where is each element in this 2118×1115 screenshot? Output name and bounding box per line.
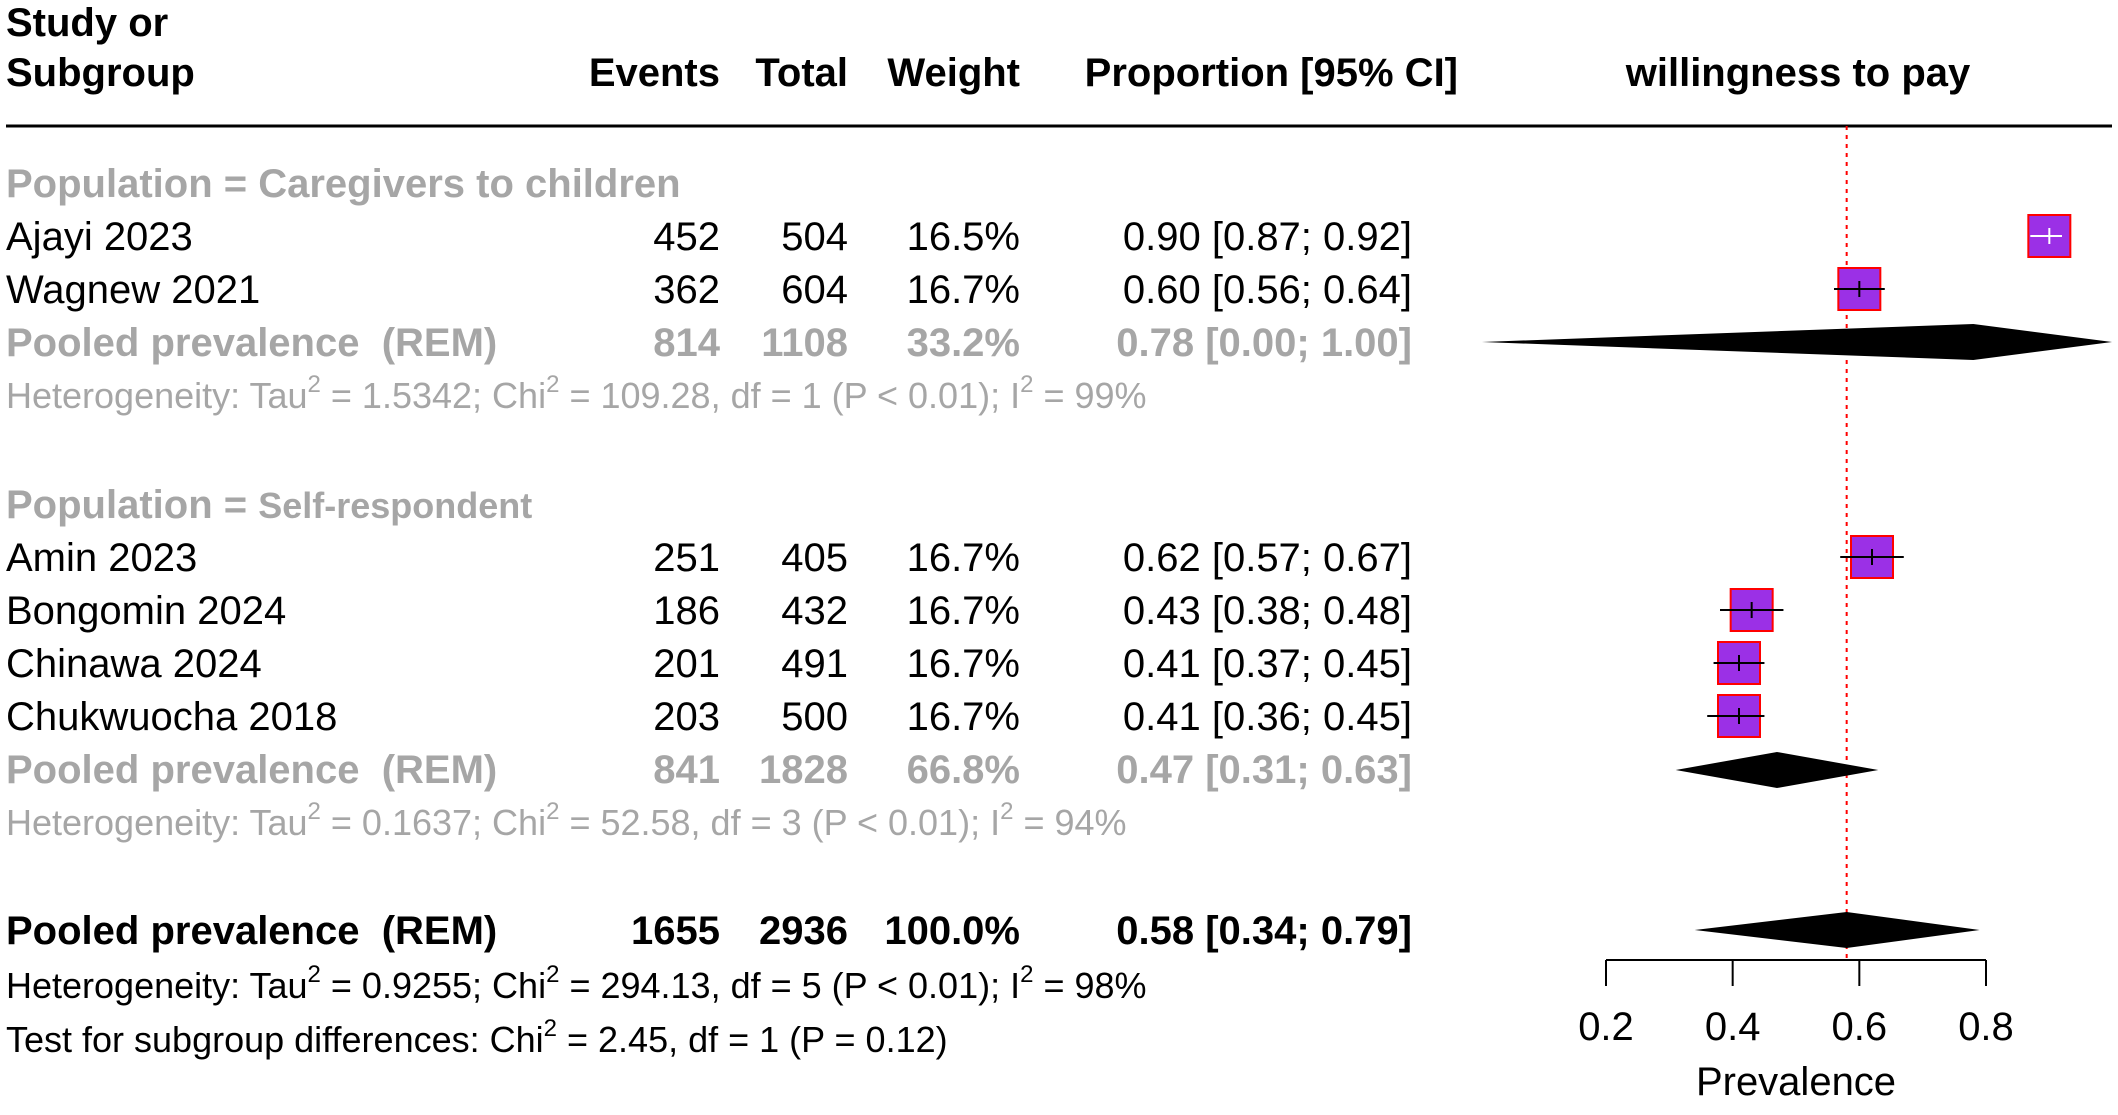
table-row: Amin 2023 251 405 16.7% 0.62 [0.57; 0.67… — [6, 536, 1412, 580]
total-cell: 491 — [781, 642, 848, 686]
pooled-row: Pooled prevalence (REM) 814 1108 33.2% 0… — [6, 321, 1412, 365]
total-cell: 1108 — [761, 321, 848, 365]
group-label: Population = Self-respondent — [6, 483, 532, 527]
weight-cell: 16.5% — [907, 215, 1020, 259]
heterogeneity-text: Heterogeneity: Tau2 = 0.1637; Chi2 = 52.… — [6, 798, 1127, 843]
header-plot-title: willingness to pay — [1625, 51, 1971, 95]
header-study-line2: Subgroup — [6, 51, 195, 95]
table-row: Chukwuocha 2018 203 500 16.7% 0.41 [0.36… — [6, 695, 1412, 739]
total-cell: 2936 — [759, 909, 848, 953]
events-cell: 841 — [653, 748, 720, 792]
x-tick-label: 0.6 — [1832, 1005, 1888, 1049]
ci-cell: 0.41 [0.36; 0.45] — [1123, 695, 1412, 739]
weight-cell: 16.7% — [907, 536, 1020, 580]
weight-cell: 16.7% — [907, 642, 1020, 686]
ci-cell: 0.58 [0.34; 0.79] — [1116, 909, 1412, 953]
ci-cell: 0.41 [0.37; 0.45] — [1123, 642, 1412, 686]
table-row: Chinawa 2024 201 491 16.7% 0.41 [0.37; 0… — [6, 642, 1412, 686]
overall-heterogeneity-text: Heterogeneity: Tau2 = 0.9255; Chi2 = 294… — [6, 961, 1147, 1006]
table-row: Bongomin 2024 186 432 16.7% 0.43 [0.38; … — [6, 589, 1412, 633]
events-cell: 203 — [653, 695, 720, 739]
weight-cell: 16.7% — [907, 268, 1020, 312]
total-cell: 504 — [781, 215, 848, 259]
total-cell: 1828 — [759, 748, 848, 792]
overall-diamond — [1694, 912, 1980, 948]
pooled-label: Pooled prevalence (REM) — [6, 909, 497, 953]
pooled-label: Pooled prevalence (REM) — [6, 748, 497, 792]
table-row: Ajayi 2023 452 504 16.5% 0.90 [0.87; 0.9… — [6, 215, 1412, 259]
pooled-label: Pooled prevalence (REM) — [6, 321, 497, 365]
weight-cell: 100.0% — [884, 909, 1020, 953]
header-study-line1: Study or — [6, 1, 168, 45]
events-cell: 452 — [653, 215, 720, 259]
weight-cell: 66.8% — [907, 748, 1020, 792]
x-tick-label: 0.2 — [1578, 1005, 1634, 1049]
weight-cell: 16.7% — [907, 589, 1020, 633]
total-cell: 432 — [781, 589, 848, 633]
ci-cell: 0.43 [0.38; 0.48] — [1123, 589, 1412, 633]
total-cell: 500 — [781, 695, 848, 739]
study-name: Wagnew 2021 — [6, 268, 260, 312]
x-tick-label: 0.8 — [1958, 1005, 2014, 1049]
events-cell: 362 — [653, 268, 720, 312]
study-name: Ajayi 2023 — [6, 215, 193, 259]
events-cell: 201 — [653, 642, 720, 686]
study-name: Bongomin 2024 — [6, 589, 286, 633]
total-cell: 604 — [781, 268, 848, 312]
header-weight: Weight — [887, 51, 1020, 95]
ci-cell: 0.60 [0.56; 0.64] — [1123, 268, 1412, 312]
header-proportion: Proportion [95% CI] — [1085, 51, 1458, 95]
table-header: Study or Subgroup Events Total Weight Pr… — [6, 1, 1971, 95]
ci-cell: 0.62 [0.57; 0.67] — [1123, 536, 1412, 580]
plot-area: 0.2 0.4 0.6 0.8 Prevalence — [1482, 126, 2112, 1104]
pooled-diamond — [1482, 324, 2112, 360]
header-events: Events — [589, 51, 720, 95]
ci-cell: 0.78 [0.00; 1.00] — [1116, 321, 1412, 365]
study-name: Chinawa 2024 — [6, 642, 262, 686]
total-cell: 405 — [781, 536, 848, 580]
weight-cell: 16.7% — [907, 695, 1020, 739]
x-axis-label: Prevalence — [1696, 1060, 1896, 1104]
events-cell: 1655 — [631, 909, 720, 953]
pooled-row: Pooled prevalence (REM) 841 1828 66.8% 0… — [6, 748, 1412, 792]
study-name: Amin 2023 — [6, 536, 197, 580]
header-total: Total — [755, 51, 848, 95]
subgroup-test-text: Test for subgroup differences: Chi2 = 2.… — [6, 1015, 948, 1060]
events-cell: 814 — [653, 321, 720, 365]
table-row: Wagnew 2021 362 604 16.7% 0.60 [0.56; 0.… — [6, 268, 1412, 312]
x-tick-label: 0.4 — [1705, 1005, 1761, 1049]
group-label: Population = Caregivers to children — [6, 162, 681, 206]
heterogeneity-text: Heterogeneity: Tau2 = 1.5342; Chi2 = 109… — [6, 371, 1147, 416]
study-name: Chukwuocha 2018 — [6, 695, 337, 739]
events-cell: 251 — [653, 536, 720, 580]
pooled-diamond — [1675, 752, 1879, 788]
ci-cell: 0.90 [0.87; 0.92] — [1123, 215, 1412, 259]
ci-cell: 0.47 [0.31; 0.63] — [1116, 748, 1412, 792]
events-cell: 186 — [653, 589, 720, 633]
weight-cell: 33.2% — [907, 321, 1020, 365]
overall-pooled-row: Pooled prevalence (REM) 1655 2936 100.0%… — [6, 909, 1412, 953]
